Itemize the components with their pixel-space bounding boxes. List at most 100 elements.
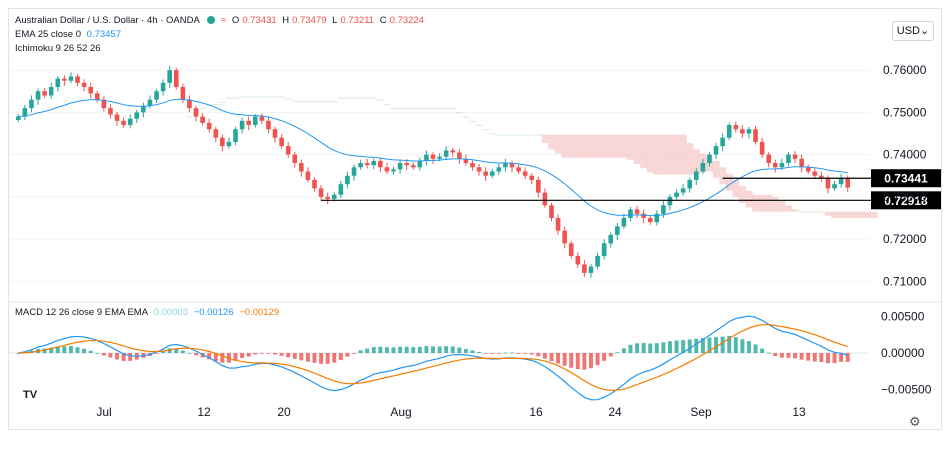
- candle-body: [364, 163, 370, 166]
- candle-body: [661, 205, 666, 214]
- candle-body: [233, 129, 238, 142]
- cloud-segment: [574, 134, 582, 158]
- candle-body: [529, 175, 535, 180]
- macd-histogram-bar: [411, 347, 416, 353]
- candle-body: [713, 146, 719, 155]
- cloud-segment: [640, 134, 648, 169]
- candle-body: [641, 213, 646, 218]
- cloud-segment: [436, 108, 444, 110]
- status-dot-icon: [207, 16, 216, 25]
- macd-histogram-bar: [68, 346, 73, 353]
- time-tick-label: 24: [608, 405, 622, 419]
- macd-signal-value: −0.00129: [239, 307, 280, 318]
- macd-histogram-bar: [42, 348, 47, 353]
- candle-body: [621, 217, 627, 227]
- cloud-segment: [265, 96, 273, 98]
- gear-icon[interactable]: ⚙: [909, 414, 921, 429]
- candle-body: [812, 171, 818, 176]
- candle-body: [424, 154, 429, 161]
- currency-dropdown[interactable]: USD⌄: [892, 21, 934, 41]
- candle-body: [331, 194, 337, 199]
- macd-histogram-bar: [404, 346, 409, 353]
- macd-histogram-bar: [174, 348, 179, 353]
- candle-body: [562, 230, 567, 244]
- cloud-segment: [541, 134, 549, 143]
- macd-histogram-bar: [121, 353, 126, 361]
- candle-body: [358, 163, 363, 168]
- candle-body: [450, 150, 456, 153]
- macd-histogram-bar: [569, 353, 574, 368]
- macd-histogram-bar: [299, 353, 304, 361]
- cloud-segment: [804, 211, 812, 213]
- cloud-segment: [482, 129, 490, 131]
- macd-tick-label: 0.00000: [881, 346, 925, 360]
- candle-body: [220, 137, 225, 147]
- macd-histogram-bar: [529, 353, 534, 355]
- candle-body: [127, 118, 133, 126]
- candle-body: [779, 163, 785, 168]
- macd-histogram-bar: [305, 353, 310, 362]
- macd-axis[interactable]: 0.00500 0.00000 −0.00500: [881, 309, 932, 396]
- chart-frame[interactable]: 0.73441 0.72918 0.76000 0.75000 0.74000 0.73…: [8, 8, 942, 430]
- candle-body: [463, 158, 469, 164]
- macd-histogram-bar: [325, 353, 330, 364]
- macd-tick-label: −0.00500: [881, 383, 932, 397]
- macd-histogram-bar: [417, 346, 422, 353]
- price-tick-label: 0.74000: [883, 148, 927, 162]
- approx-icon[interactable]: ≈: [221, 15, 227, 26]
- symbol-title: Australian Dollar / U.S. Dollar · 4h · O…: [15, 15, 200, 26]
- cloud-segment: [271, 96, 279, 98]
- candle-body: [825, 177, 831, 189]
- macd-histogram-bar: [720, 336, 725, 353]
- open-value: 0.73431: [242, 15, 277, 26]
- macd-histogram-bar: [95, 352, 100, 354]
- cloud-segment: [758, 194, 766, 212]
- macd-histogram-bar: [806, 353, 811, 361]
- support-resistance-levels[interactable]: 0.73441 0.72918: [321, 169, 941, 210]
- cloud-segment: [423, 108, 431, 110]
- cloud-segment: [225, 97, 233, 99]
- macd-histogram-bar: [733, 337, 738, 353]
- candle-body: [753, 129, 758, 142]
- macd-histogram-bar: [635, 343, 640, 353]
- time-tick-label: 13: [792, 405, 806, 419]
- cloud-segment: [324, 100, 332, 102]
- cloud-segment: [857, 211, 865, 218]
- ichimoku-legend[interactable]: Ichimoku 9 26 52 26: [15, 43, 104, 55]
- candle-body: [832, 184, 837, 189]
- cloud-segment: [508, 134, 516, 136]
- candle-body: [845, 177, 851, 188]
- ichimoku-label: Ichimoku 9 26 52 26: [15, 43, 101, 54]
- candle-body: [141, 106, 146, 113]
- cloud-segment: [337, 97, 345, 99]
- chart-canvas[interactable]: 0.73441 0.72918 0.76000 0.75000 0.74000 0.73…: [9, 9, 941, 429]
- macd-histogram-bar: [371, 346, 376, 353]
- macd-histogram-bar: [825, 353, 830, 364]
- candle-body: [378, 160, 383, 168]
- macd-histogram-bar: [312, 353, 317, 363]
- symbol-legend[interactable]: Australian Dollar / U.S. Dollar · 4h · O…: [15, 15, 427, 27]
- candle-body: [200, 116, 205, 123]
- macd-histogram-bar: [391, 347, 396, 353]
- tradingview-logo-icon[interactable]: TV: [23, 389, 38, 401]
- macd-histogram-bar: [694, 338, 699, 353]
- macd-histogram-bar: [253, 353, 258, 355]
- candle-body: [246, 120, 251, 126]
- candle-body: [457, 152, 462, 159]
- candle-body: [134, 112, 140, 119]
- time-axis[interactable]: Jul 12 20 Aug 16 24 Sep 13: [96, 405, 806, 419]
- cloud-segment: [199, 108, 207, 110]
- ema-legend[interactable]: EMA 25 close 0 0.73457: [15, 29, 124, 41]
- cloud-segment: [251, 96, 259, 98]
- price-axis[interactable]: 0.76000 0.75000 0.74000 0.73000 0.72000 0.710…: [883, 63, 927, 288]
- candle-body: [397, 163, 403, 170]
- macd-legend[interactable]: MACD 12 26 close 9 EMA EMA 0.00003 −0.00…: [15, 307, 282, 319]
- macd-histogram-bar: [457, 347, 462, 353]
- cloud-segment: [554, 134, 562, 154]
- level-tag: [871, 169, 941, 188]
- candle-body: [417, 160, 423, 168]
- time-tick-label: 12: [197, 405, 211, 419]
- candle-body: [312, 179, 317, 189]
- macd-histogram-bar: [200, 353, 205, 358]
- cloud-segment: [462, 116, 470, 118]
